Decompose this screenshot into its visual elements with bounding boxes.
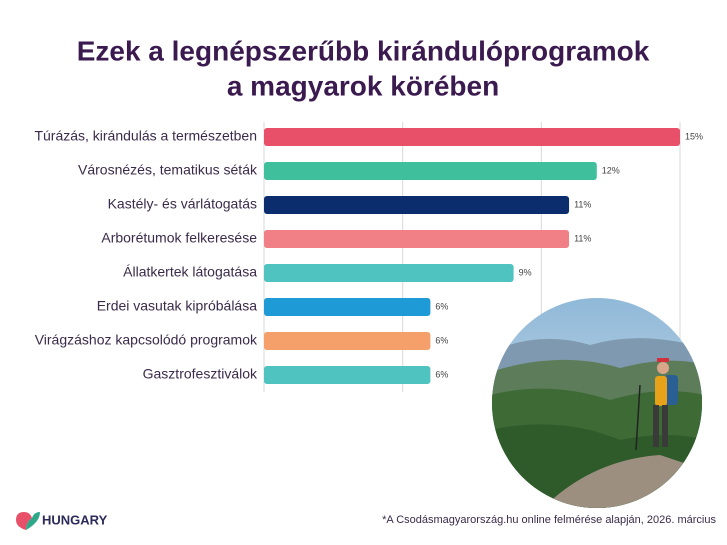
logo: HUNGARY [16, 512, 108, 530]
category-label: Erdei vasutak kipróbálása [97, 298, 258, 314]
bar [264, 264, 514, 282]
bar [264, 366, 431, 384]
value-label: 6% [435, 369, 448, 379]
value-label: 11% [574, 233, 591, 243]
value-label: 15% [685, 131, 703, 141]
bar [264, 230, 570, 248]
value-label: 12% [602, 165, 620, 175]
bar [264, 162, 597, 180]
category-label: Városnézés, tematikus séták [78, 162, 258, 178]
value-label: 11% [574, 199, 591, 209]
category-label: Állatkertek látogatása [123, 264, 257, 280]
bar [264, 332, 431, 350]
chart-title: Ezek a legnépszerűbb kirándulóprogramok [77, 35, 650, 66]
chart-title: a magyarok körében [227, 70, 499, 101]
category-label: Kastély- és várlátogatás [108, 196, 257, 212]
value-label: 6% [435, 335, 448, 345]
photo [492, 298, 702, 508]
bar [264, 298, 431, 316]
category-label: Gasztrofesztiválok [143, 366, 258, 382]
bar [264, 128, 680, 146]
footnote: *A Csodásmagyarország.hu online felmérés… [382, 514, 716, 526]
value-label: 6% [435, 301, 448, 311]
category-label: Túrázás, kirándulás a természetben [34, 128, 257, 144]
category-label: Virágzáshoz kapcsolódó programok [35, 332, 258, 348]
logo-text: HUNGARY [42, 512, 108, 527]
bar [264, 196, 570, 214]
value-label: 9% [519, 267, 532, 277]
category-label: Arborétumok felkeresése [101, 230, 257, 246]
